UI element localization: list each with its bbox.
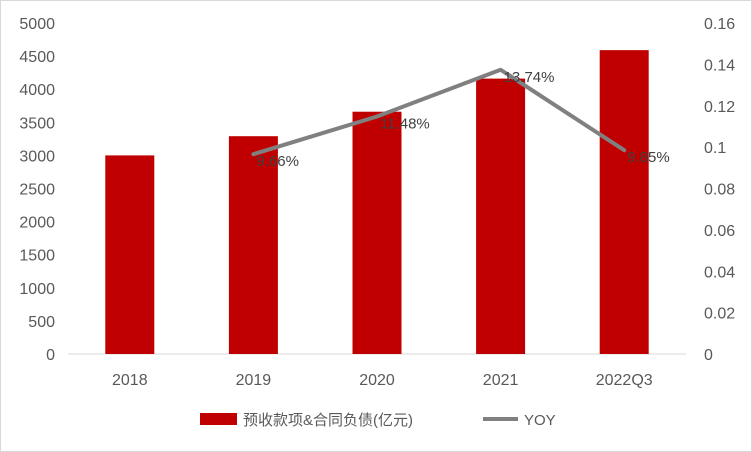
y-left-tick-label: 500 <box>28 314 55 331</box>
yoy-data-label: 13.74% <box>504 69 555 86</box>
y-left-tick-label: 3000 <box>19 148 55 165</box>
y-left-tick-label: 3500 <box>19 115 55 132</box>
yoy-line <box>251 67 627 157</box>
bar-series <box>105 50 649 354</box>
x-tick-label: 2019 <box>236 372 272 389</box>
y-left-tick-label: 1000 <box>19 281 55 298</box>
y-right-tick-label: 0.02 <box>704 306 735 323</box>
yoy-data-label: 11.48% <box>380 116 430 133</box>
yoy-line-series <box>251 67 627 157</box>
x-tick-label: 2020 <box>359 372 395 389</box>
y-right-tick-label: 0.12 <box>704 99 735 116</box>
y-right-tick-label: 0.1 <box>704 140 726 157</box>
y-right-tick-label: 0.04 <box>704 264 735 281</box>
bar <box>105 155 155 354</box>
bar <box>352 111 402 354</box>
legend-swatch-bar <box>200 413 237 425</box>
bar <box>228 136 278 354</box>
y-right-tick-label: 0.08 <box>704 182 735 199</box>
bar <box>476 78 526 354</box>
y-left-tick-label: 2000 <box>19 215 55 232</box>
y-right-tick-label: 0.16 <box>704 16 735 33</box>
x-tick-label: 2022Q3 <box>596 372 653 389</box>
y-left-tick-label: 5000 <box>19 16 55 33</box>
y-left-tick-label: 0 <box>46 347 55 364</box>
y-left-tick-label: 4000 <box>19 82 55 99</box>
data-labels: 9.66% 11.48% 13.74% 9.85% <box>256 69 669 170</box>
x-tick-label: 2021 <box>483 372 519 389</box>
legend-label-bar: 预收款项&合同负债(亿元) <box>243 412 413 429</box>
y-left-tick-label: 4500 <box>19 49 55 66</box>
y-right-tick-label: 0.14 <box>704 57 735 74</box>
y-right-tick-label: 0 <box>704 347 713 364</box>
yoy-data-label: 9.66% <box>256 153 299 170</box>
y-left-tick-label: 2500 <box>19 182 55 199</box>
y-right-tick-label: 0.06 <box>704 223 735 240</box>
legend-label-line: YOY <box>524 412 556 429</box>
axes: 0 500 1000 1500 2000 2500 3000 3500 4000 4500 5000… <box>19 16 735 389</box>
yoy-data-label: 9.85% <box>627 149 670 166</box>
bar <box>599 50 649 354</box>
x-tick-label: 2018 <box>112 372 148 389</box>
y-left-tick-label: 1500 <box>19 248 55 265</box>
legend: 预收款项&合同负债(亿元) YOY <box>200 412 556 429</box>
